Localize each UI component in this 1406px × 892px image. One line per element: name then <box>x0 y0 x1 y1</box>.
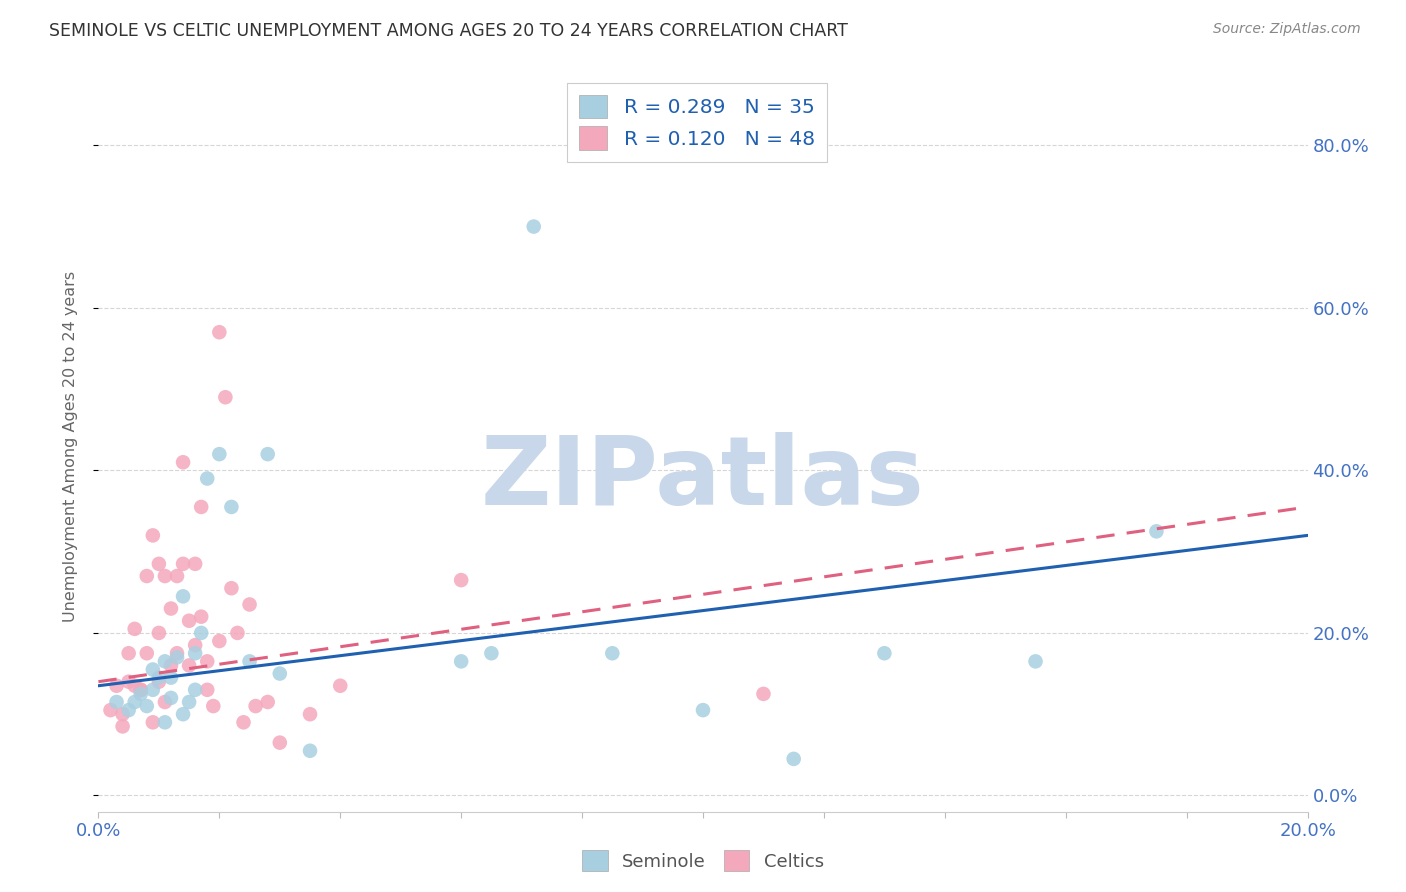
Point <box>239 654 262 668</box>
Y-axis label: Unemployment Among Ages 20 to 24 years: Unemployment Among Ages 20 to 24 years <box>63 270 77 622</box>
Point <box>179 614 201 628</box>
Point <box>172 707 194 722</box>
Point <box>329 679 352 693</box>
Point <box>142 682 165 697</box>
Point <box>148 557 170 571</box>
Point <box>245 699 267 714</box>
Point <box>179 695 201 709</box>
Legend: Seminole, Celtics: Seminole, Celtics <box>575 843 831 879</box>
Point <box>195 682 218 697</box>
Point <box>172 455 194 469</box>
Point <box>752 687 775 701</box>
Point <box>105 679 128 693</box>
Point <box>118 646 141 660</box>
Point <box>148 671 170 685</box>
Point <box>124 622 146 636</box>
Point <box>111 719 134 733</box>
Point <box>190 626 212 640</box>
Point <box>269 666 291 681</box>
Point <box>692 703 714 717</box>
Point <box>172 557 194 571</box>
Point <box>602 646 624 660</box>
Point <box>129 682 152 697</box>
Point <box>142 663 165 677</box>
Point <box>195 654 218 668</box>
Point <box>153 569 176 583</box>
Point <box>118 674 141 689</box>
Point <box>208 634 231 648</box>
Point <box>142 715 165 730</box>
Point <box>124 695 146 709</box>
Point <box>166 646 188 660</box>
Point <box>1144 524 1167 539</box>
Point <box>111 707 134 722</box>
Point <box>129 687 152 701</box>
Text: ZIPatlas: ZIPatlas <box>481 433 925 525</box>
Point <box>160 658 183 673</box>
Point <box>148 674 170 689</box>
Point <box>135 569 157 583</box>
Point <box>184 646 207 660</box>
Legend: R = 0.289   N = 35, R = 0.120   N = 48: R = 0.289 N = 35, R = 0.120 N = 48 <box>567 83 827 161</box>
Point <box>450 573 472 587</box>
Point <box>214 390 236 404</box>
Point <box>105 695 128 709</box>
Point <box>269 736 291 750</box>
Point <box>221 500 243 514</box>
Point <box>179 658 201 673</box>
Text: SEMINOLE VS CELTIC UNEMPLOYMENT AMONG AGES 20 TO 24 YEARS CORRELATION CHART: SEMINOLE VS CELTIC UNEMPLOYMENT AMONG AG… <box>49 22 848 40</box>
Point <box>184 682 207 697</box>
Point <box>256 447 278 461</box>
Point <box>1024 654 1046 668</box>
Point <box>135 699 157 714</box>
Point <box>135 646 157 660</box>
Point <box>129 682 152 697</box>
Point <box>256 695 278 709</box>
Point <box>160 601 183 615</box>
Point <box>783 752 806 766</box>
Point <box>153 715 176 730</box>
Point <box>100 703 122 717</box>
Point <box>873 646 896 660</box>
Point <box>184 638 207 652</box>
Point <box>153 654 176 668</box>
Point <box>202 699 225 714</box>
Point <box>172 590 194 604</box>
Point <box>166 650 188 665</box>
Point <box>299 744 322 758</box>
Point <box>190 500 212 514</box>
Point <box>232 715 254 730</box>
Text: Source: ZipAtlas.com: Source: ZipAtlas.com <box>1213 22 1361 37</box>
Point <box>299 707 322 722</box>
Point <box>450 654 472 668</box>
Point <box>221 581 243 595</box>
Point <box>190 609 212 624</box>
Point <box>239 598 262 612</box>
Point <box>166 569 188 583</box>
Point <box>142 528 165 542</box>
Point <box>481 646 503 660</box>
Point <box>208 325 231 339</box>
Point <box>118 703 141 717</box>
Point <box>148 626 170 640</box>
Point <box>153 695 176 709</box>
Point <box>523 219 546 234</box>
Point <box>184 557 207 571</box>
Point <box>195 471 218 485</box>
Point <box>160 671 183 685</box>
Point <box>124 679 146 693</box>
Point <box>226 626 249 640</box>
Point <box>160 690 183 705</box>
Point <box>208 447 231 461</box>
